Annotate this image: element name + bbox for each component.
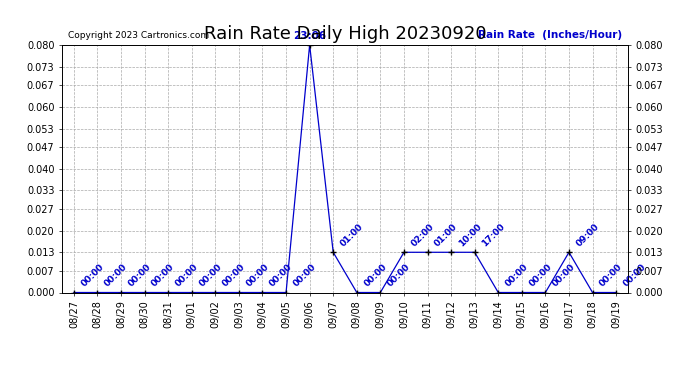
Text: 00:00: 00:00 — [598, 262, 624, 288]
Text: Copyright 2023 Cartronics.com: Copyright 2023 Cartronics.com — [68, 31, 209, 40]
Text: 23:06: 23:06 — [293, 31, 326, 41]
Text: 00:00: 00:00 — [197, 262, 224, 288]
Text: 00:00: 00:00 — [174, 262, 200, 288]
Text: 00:00: 00:00 — [551, 262, 578, 288]
Text: 01:00: 01:00 — [339, 222, 365, 248]
Title: Rain Rate Daily High 20230920: Rain Rate Daily High 20230920 — [204, 26, 486, 44]
Text: 00:00: 00:00 — [622, 262, 648, 288]
Text: 00:00: 00:00 — [79, 262, 106, 288]
Text: 00:00: 00:00 — [150, 262, 177, 288]
Text: Rain Rate  (Inches/Hour): Rain Rate (Inches/Hour) — [478, 30, 622, 40]
Text: 00:00: 00:00 — [221, 262, 247, 288]
Text: 00:00: 00:00 — [103, 262, 129, 288]
Text: 00:00: 00:00 — [292, 262, 318, 288]
Text: 01:00: 01:00 — [433, 222, 460, 248]
Text: 00:00: 00:00 — [527, 262, 553, 288]
Text: 00:00: 00:00 — [244, 262, 270, 288]
Text: 00:00: 00:00 — [386, 262, 412, 288]
Text: 00:00: 00:00 — [268, 262, 295, 288]
Text: 00:00: 00:00 — [504, 262, 530, 288]
Text: 00:00: 00:00 — [362, 262, 388, 288]
Text: 00:00: 00:00 — [126, 262, 153, 288]
Text: 10:00: 10:00 — [457, 222, 483, 248]
Text: 17:00: 17:00 — [480, 222, 506, 248]
Text: 02:00: 02:00 — [409, 222, 436, 248]
Text: 09:00: 09:00 — [575, 222, 601, 248]
